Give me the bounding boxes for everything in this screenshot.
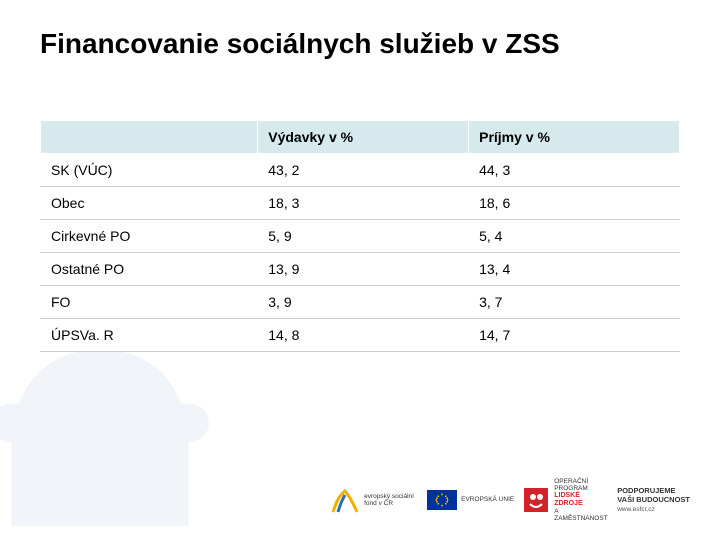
- support-line1: PODPORUJEME: [617, 487, 675, 495]
- table-row: FO 3, 9 3, 7: [41, 286, 680, 319]
- row-label: Cirkevné PO: [41, 220, 258, 253]
- support-url: www.esfcr.cz: [617, 506, 655, 513]
- table-header-blank: [41, 121, 258, 154]
- row-label: SK (VÚC): [41, 154, 258, 187]
- row-value: 14, 7: [469, 319, 680, 352]
- row-value: 3, 7: [469, 286, 680, 319]
- page-title: Financovanie sociálnych služieb v ZSS: [40, 28, 680, 60]
- row-label: ÚPSVa. R: [41, 319, 258, 352]
- table-row: ÚPSVa. R 14, 8 14, 7: [41, 319, 680, 352]
- row-value: 18, 3: [258, 187, 469, 220]
- financing-table: Výdavky v % Príjmy v % SK (VÚC) 43, 2 44…: [40, 120, 680, 352]
- row-label: Obec: [41, 187, 258, 220]
- op-label: OPERAČNÍ PROGRAM LIDSKÉ ZDROJE A ZAMĚSTN…: [554, 478, 609, 522]
- table-row: SK (VÚC) 43, 2 44, 3: [41, 154, 680, 187]
- table-header-income: Príjmy v %: [469, 121, 680, 154]
- row-value: 3, 9: [258, 286, 469, 319]
- esf-label: evropský sociální fond v ČR: [364, 493, 419, 507]
- row-value: 18, 6: [469, 187, 680, 220]
- table-header-expenses: Výdavky v %: [258, 121, 469, 154]
- table-row: Ostatné PO 13, 9 13, 4: [41, 253, 680, 286]
- row-value: 44, 3: [469, 154, 680, 187]
- table-header-row: Výdavky v % Príjmy v %: [41, 121, 680, 154]
- eu-flag-icon: [427, 490, 457, 510]
- table-row: Cirkevné PO 5, 9 5, 4: [41, 220, 680, 253]
- footer-logos: evropský sociální fond v ČR EVROPSKÁ UNI…: [330, 478, 690, 522]
- row-value: 14, 8: [258, 319, 469, 352]
- row-value: 43, 2: [258, 154, 469, 187]
- support-block: PODPORUJEME VAŠI BUDOUCNOST www.esfcr.cz: [617, 487, 690, 513]
- row-value: 13, 4: [469, 253, 680, 286]
- eu-logo: EVROPSKÁ UNIE: [427, 490, 514, 510]
- op-icon: [522, 486, 550, 514]
- eu-label: EVROPSKÁ UNIE: [461, 496, 514, 503]
- row-value: 5, 9: [258, 220, 469, 253]
- row-label: FO: [41, 286, 258, 319]
- esf-logo: evropský sociální fond v ČR: [330, 485, 419, 515]
- row-value: 13, 9: [258, 253, 469, 286]
- op-logo: OPERAČNÍ PROGRAM LIDSKÉ ZDROJE A ZAMĚSTN…: [522, 478, 609, 522]
- support-line2: VAŠI BUDOUCNOST: [617, 496, 690, 504]
- row-value: 5, 4: [469, 220, 680, 253]
- esf-icon: [330, 485, 360, 515]
- table-row: Obec 18, 3 18, 6: [41, 187, 680, 220]
- row-label: Ostatné PO: [41, 253, 258, 286]
